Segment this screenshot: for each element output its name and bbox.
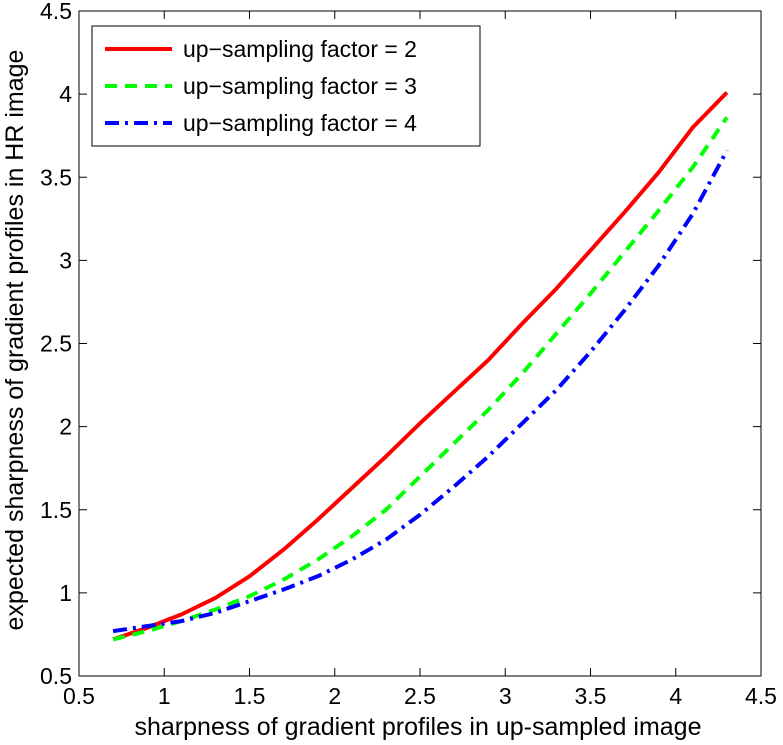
x-tick-label: 3.5 [575,683,607,709]
legend-label-2: up−sampling factor = 3 [183,73,417,99]
series-line-1 [112,91,729,642]
y-tick-label: 4 [59,81,72,107]
x-tick-label: 1.5 [234,683,266,709]
y-tick-label: 1 [59,580,72,606]
y-tick-label: 2.5 [40,331,72,357]
legend: up−sampling factor = 2 up−sampling factor… [91,25,481,147]
x-tick-label: 0.5 [63,683,95,709]
series-line-2 [112,116,729,642]
x-tick-label: 2 [328,683,341,709]
y-axis-label: expected sharpness of gradient profiles … [1,50,29,631]
x-tick-label: 1 [158,683,171,709]
series-layer [112,91,729,642]
x-tick-label: 4 [669,683,682,709]
y-tick-label: 1.5 [40,497,72,523]
legend-label-3: up−sampling factor = 4 [183,110,417,136]
x-tick-label: 4.5 [745,683,777,709]
y-tick-label: 0.5 [40,663,72,689]
x-tick-label: 2.5 [404,683,436,709]
x-axis-label: sharpness of gradient profiles in up-sam… [135,713,702,741]
y-tick-label: 3.5 [40,164,72,190]
y-tick-label: 4.5 [40,0,72,24]
y-tick-label: 3 [59,247,72,273]
y-tick-label: 2 [59,414,72,440]
ticks-layer: 0.5 1 1.5 2 2.5 3 3.5 4 4.5 0.5 1 1.5 2 2.5 3 3.5 4 4.5 [40,0,777,709]
x-tick-label: 3 [499,683,512,709]
series-line-3 [112,149,729,634]
legend-label-1: up−sampling factor = 2 [183,36,417,62]
